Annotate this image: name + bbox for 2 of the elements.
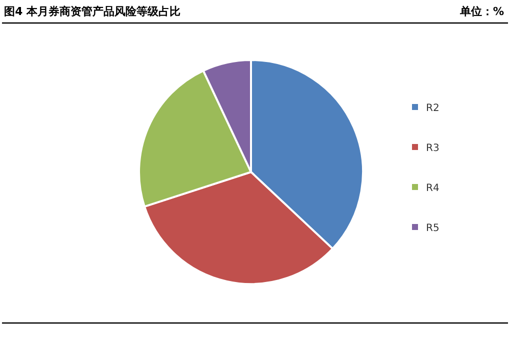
title: 图4 本月券商资管产品风险等级占比 [4, 5, 180, 18]
annotation: 单位：% [460, 5, 504, 18]
